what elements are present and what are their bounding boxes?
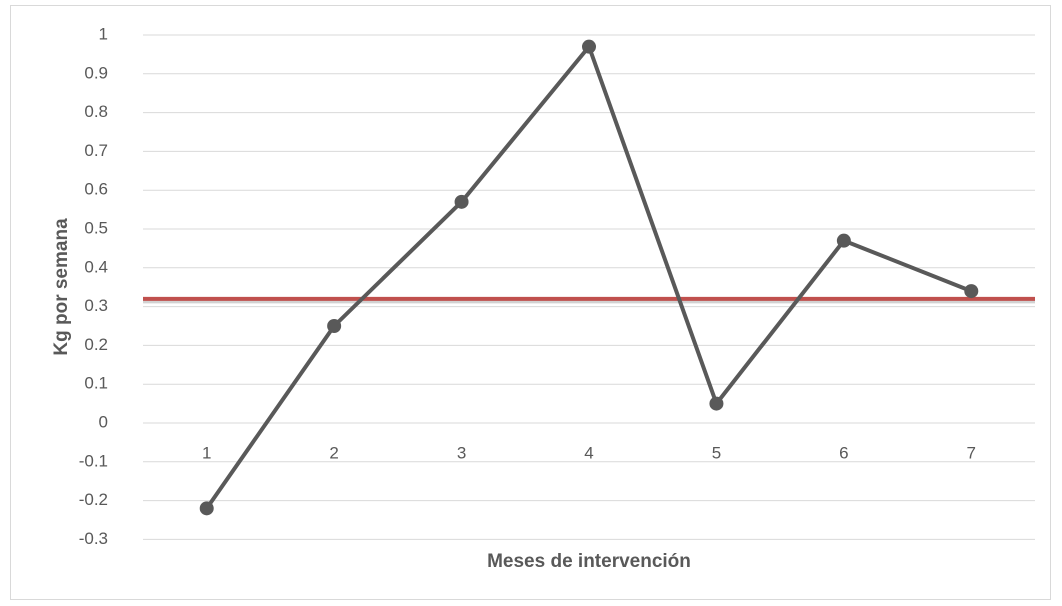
x-tick-label: 1 — [202, 443, 211, 462]
y-tick-label: 0.8 — [84, 102, 108, 121]
y-tick-label: 0.6 — [84, 180, 108, 199]
x-tick-label: 6 — [839, 443, 848, 462]
y-tick-label: -0.3 — [79, 529, 108, 548]
y-tick-label: 0.5 — [84, 218, 108, 237]
y-axis-title: Kg por semana — [51, 218, 72, 356]
y-tick-label: 0.2 — [84, 335, 108, 354]
data-point — [454, 194, 469, 209]
y-tick-label: 0 — [99, 412, 108, 431]
data-point — [582, 39, 596, 54]
y-tick-label: 0.9 — [84, 63, 108, 82]
y-tick-label: -0.2 — [79, 490, 108, 509]
data-point — [836, 233, 851, 248]
y-tick-label: 0.3 — [84, 296, 108, 315]
data-point — [199, 501, 214, 516]
x-tick-label: 7 — [967, 443, 976, 462]
x-axis-title: Meses de intervención — [487, 551, 691, 572]
x-tick-label: 5 — [712, 443, 721, 462]
data-point — [327, 319, 342, 333]
x-tick-label: 4 — [584, 443, 593, 462]
x-tick-label: 3 — [457, 443, 466, 462]
y-tick-label: -0.1 — [79, 451, 108, 470]
y-tick-label: 0.1 — [84, 374, 108, 393]
data-point — [709, 396, 724, 411]
data-point — [964, 284, 979, 299]
x-tick-label: 2 — [329, 443, 338, 462]
y-tick-label: 1 — [99, 24, 108, 43]
y-tick-label: 0.4 — [84, 257, 108, 276]
y-tick-label: 0.7 — [84, 141, 108, 160]
